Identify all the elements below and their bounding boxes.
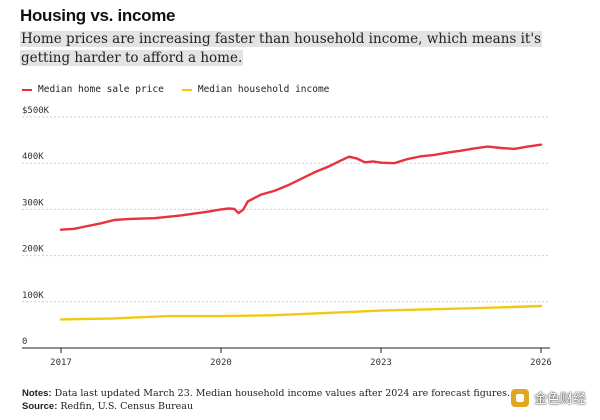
y-tick-label: 200K — [22, 245, 44, 255]
series-line-household-income — [59, 304, 543, 321]
y-tick-label: 400K — [22, 152, 44, 162]
y-tick-label: 100K — [22, 291, 44, 301]
legend-label-home-price: Median home sale price — [38, 84, 164, 95]
y-tick-label: $500K — [22, 106, 50, 116]
x-tick-label: 2020 — [210, 358, 232, 368]
chart-notes: Notes: Data last updated March 23. Media… — [22, 387, 510, 413]
source-line: Source: Redfin, U.S. Census Bureau — [22, 400, 510, 413]
chart-legend: Median home sale price Median household … — [22, 84, 329, 95]
watermark-logo-icon — [510, 388, 529, 407]
line-chart: 0 100K 200K 300K 400K $500K 2017 2020 2023 2026 — [22, 106, 552, 368]
chart-subtitle-text: Home prices are increasing faster than h… — [20, 31, 543, 66]
legend-item-home-price: Median home sale price — [22, 84, 164, 95]
source-label: Source: — [22, 401, 58, 412]
legend-label-household-income: Median household income — [197, 84, 330, 95]
legend-swatch-household-income — [181, 88, 192, 91]
watermark-text: 金色财经 — [533, 392, 586, 407]
y-tick-label: 0 — [22, 337, 27, 347]
x-tick-label: 2017 — [50, 358, 72, 368]
x-tick-label: 2026 — [530, 358, 552, 368]
y-tick-label: 300K — [22, 198, 44, 208]
notes-text: Data last updated March 23. Median house… — [54, 388, 510, 399]
legend-item-household-income: Median household income — [181, 84, 330, 95]
series-line-home-price — [59, 143, 543, 231]
x-tick-label: 2023 — [370, 358, 392, 368]
notes-line: Notes: Data last updated March 23. Media… — [22, 387, 510, 400]
chart-title: Housing vs. income — [20, 6, 176, 25]
source-text: Redfin, U.S. Census Bureau — [60, 401, 194, 412]
notes-label: Notes: — [22, 388, 52, 399]
watermark: 金色财经 — [510, 388, 586, 407]
legend-swatch-home-price — [22, 88, 32, 91]
chart-subtitle: Home prices are increasing faster than h… — [20, 30, 550, 68]
